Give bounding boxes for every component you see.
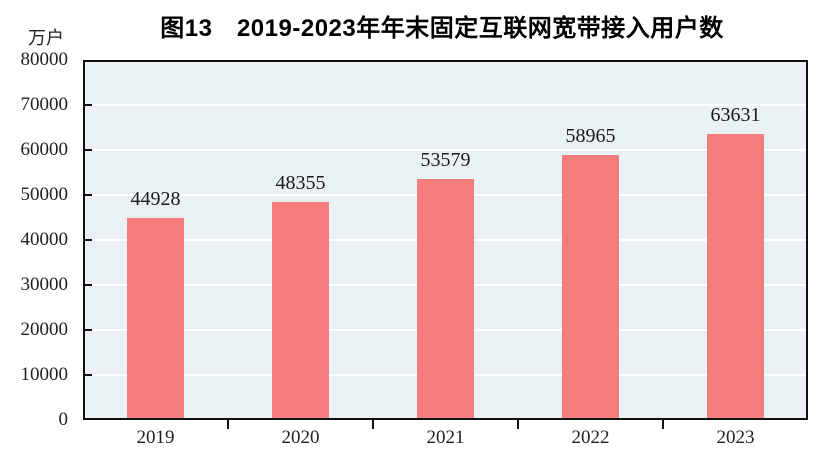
y-tick-label: 60000: [20, 139, 69, 160]
x-tick-label: 2019: [136, 427, 175, 448]
bar-value-label: 58965: [565, 124, 616, 147]
bar-2023: [707, 133, 764, 418]
x-axis-tick: [517, 420, 519, 429]
y-axis-tick: [85, 284, 92, 286]
y-axis-tick: [85, 104, 92, 106]
y-axis-tick: [85, 329, 92, 331]
bar-value-label: 53579: [420, 148, 471, 171]
y-tick-label: 40000: [20, 229, 69, 250]
y-tick-label: 20000: [20, 319, 69, 340]
bar-2021: [417, 178, 474, 418]
y-axis-tick: [85, 149, 92, 151]
y-axis-tick: [85, 194, 92, 196]
y-axis-unit-label: 万户: [28, 28, 64, 48]
y-tick-label: 80000: [20, 49, 69, 70]
x-axis-tick: [662, 420, 664, 429]
bar-2022: [562, 154, 619, 418]
y-tick-label: 50000: [20, 184, 69, 205]
bar-value-label: 44928: [130, 187, 181, 210]
x-tick-label: 2023: [716, 427, 755, 448]
y-tick-label: 30000: [20, 274, 69, 295]
bar-value-label: 63631: [710, 103, 761, 126]
y-axis-tick: [85, 239, 92, 241]
x-tick-label: 2021: [426, 427, 465, 448]
x-tick-label: 2020: [281, 427, 320, 448]
chart-title: 图13 2019-2023年年末固定互联网宽带接入用户数: [160, 15, 724, 42]
x-axis-tick: [227, 420, 229, 429]
y-tick-label: 0: [58, 409, 69, 430]
plot-area: 44928 48355 53579 58965 63631: [83, 60, 808, 429]
y-tick-label: 10000: [20, 364, 69, 385]
bar-value-label: 48355: [275, 172, 326, 195]
x-tick-label: 2022: [571, 427, 610, 448]
grid-line: [85, 149, 806, 151]
bar-2020: [272, 202, 329, 418]
bar-2019: [127, 217, 184, 418]
y-tick-label: 70000: [20, 94, 69, 115]
y-axis-tick: [85, 374, 92, 376]
grid-line: [85, 104, 806, 106]
x-axis-tick: [372, 420, 374, 429]
